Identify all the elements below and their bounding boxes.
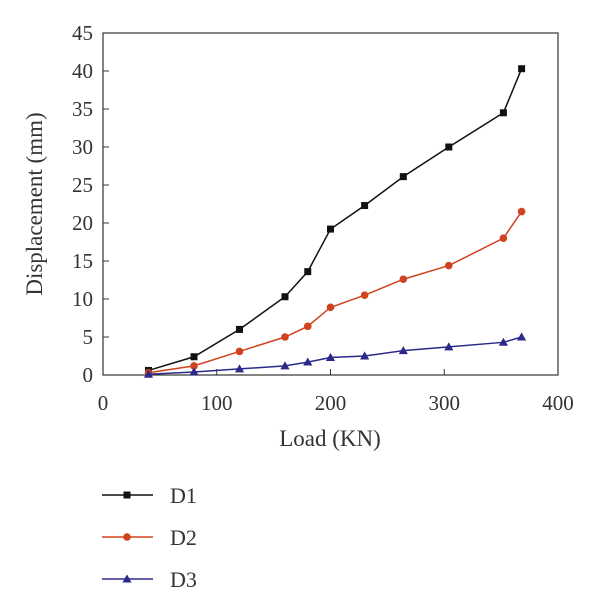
series-line-d3 [148, 336, 522, 375]
legend-label: D2 [170, 525, 197, 550]
series-d3 [143, 332, 527, 378]
data-point-d3 [517, 332, 527, 341]
data-point-d1 [190, 353, 198, 361]
series-line-d1 [148, 68, 523, 372]
y-axis-title: Displacement (mm) [22, 112, 47, 295]
data-point-d3 [444, 342, 454, 351]
legend-label: D3 [170, 567, 197, 592]
x-axis: 0 100 200 300 400 [98, 369, 574, 415]
x-tick-label: 0 [98, 391, 109, 415]
plot-frame [102, 32, 559, 376]
legend-marker [123, 491, 131, 499]
y-axis: 0 5 10 15 20 25 30 35 40 45 [72, 21, 109, 387]
y-tick-label: 0 [83, 363, 94, 387]
series-d1 [145, 65, 526, 374]
legend-marker [123, 533, 131, 541]
data-point-d2 [190, 362, 198, 370]
data-point-d1 [518, 65, 526, 73]
y-tick-label: 40 [72, 59, 93, 83]
data-point-d3 [234, 364, 245, 373]
data-point-d2 [517, 207, 526, 216]
x-tick-label: 100 [201, 391, 233, 415]
data-point-d1 [236, 325, 243, 333]
data-point-d3 [189, 367, 199, 376]
data-point-d3 [303, 357, 313, 366]
data-point-d3 [360, 351, 370, 360]
series-line-d2 [148, 211, 523, 374]
legend-item-d1: D1 [102, 483, 197, 508]
x-tick-label: 200 [315, 391, 347, 415]
series-layer [143, 65, 527, 378]
data-point-d1 [327, 225, 334, 233]
data-point-d1 [281, 293, 289, 301]
x-axis-title: Load (KN) [279, 426, 381, 451]
y-tick-label: 20 [72, 211, 93, 235]
data-point-d3 [280, 361, 290, 370]
data-point-d3 [143, 369, 154, 378]
data-point-d2 [326, 303, 335, 312]
legend: D1 D2 D3 [102, 483, 197, 592]
data-point-d2 [303, 322, 312, 331]
y-tick-label: 15 [72, 249, 93, 273]
data-point-d1 [361, 202, 369, 210]
y-tick-label: 45 [72, 21, 93, 45]
y-tick-label: 25 [72, 173, 93, 197]
legend-marker [122, 574, 132, 583]
x-tick-label: 400 [542, 391, 574, 415]
data-point-d2 [445, 261, 453, 270]
data-point-d2 [360, 291, 369, 300]
y-tick-label: 10 [72, 287, 93, 311]
data-point-d1 [445, 143, 453, 151]
data-point-d1 [304, 268, 312, 276]
legend-item-d3: D3 [102, 567, 197, 592]
data-point-d3 [498, 337, 508, 346]
data-point-d1 [499, 109, 507, 117]
data-point-d3 [325, 352, 336, 361]
data-point-d3 [398, 346, 408, 355]
data-point-d2 [281, 333, 289, 341]
data-point-d2 [499, 234, 508, 242]
data-point-d2 [235, 347, 244, 356]
y-tick-label: 5 [83, 325, 94, 349]
legend-label: D1 [170, 483, 197, 508]
legend-item-d2: D2 [102, 525, 197, 550]
x-tick-label: 300 [429, 391, 461, 415]
data-point-d2 [399, 275, 408, 284]
data-point-d1 [399, 173, 407, 181]
y-tick-label: 30 [72, 135, 93, 159]
y-tick-label: 35 [72, 97, 93, 121]
